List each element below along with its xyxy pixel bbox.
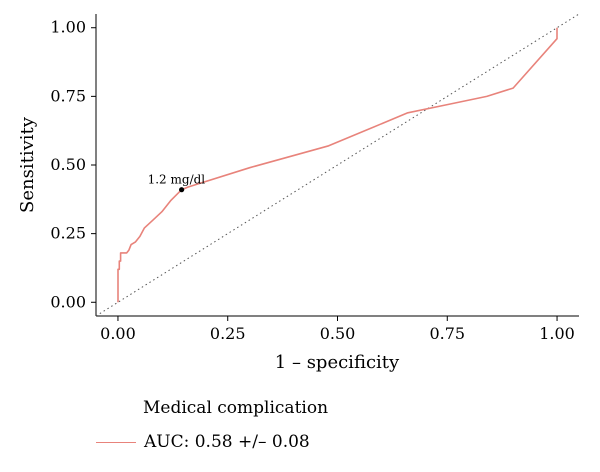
x-tick-label: 0.75	[429, 324, 465, 343]
y-tick-label: 0.25	[50, 224, 86, 243]
legend-item: AUC: 0.58 +/– 0.08	[96, 432, 310, 452]
x-tick-label: 0.25	[210, 324, 246, 343]
annotations: 1.2 mg/dl	[148, 173, 206, 193]
y-axis-title: Sensitivity	[17, 116, 38, 213]
cutoff-point	[179, 187, 185, 193]
roc-curve-line	[117, 27, 558, 303]
y-tick-label: 0.00	[50, 292, 86, 311]
legend-title: Medical complication	[143, 398, 329, 418]
ticks: 0.00 0.25 0.50 0.75 1.00 0.00 0.25 0.50 0.75 1.00	[50, 18, 574, 343]
legend-label: AUC: 0.58 +/– 0.08	[144, 432, 310, 452]
x-tick-label: 0.00	[100, 324, 136, 343]
x-tick-label: 1.00	[539, 324, 575, 343]
x-tick-label: 0.50	[320, 324, 356, 343]
series-group	[117, 27, 558, 303]
y-tick-label: 0.75	[50, 86, 86, 105]
y-tick-label: 0.50	[50, 155, 86, 174]
cutoff-label: 1.2 mg/dl	[148, 173, 206, 187]
legend-key-line	[96, 441, 136, 443]
reference-diagonal-line	[95, 13, 580, 317]
y-tick-label: 1.00	[50, 18, 86, 37]
x-axis-title: 1 – specificity	[275, 352, 400, 373]
